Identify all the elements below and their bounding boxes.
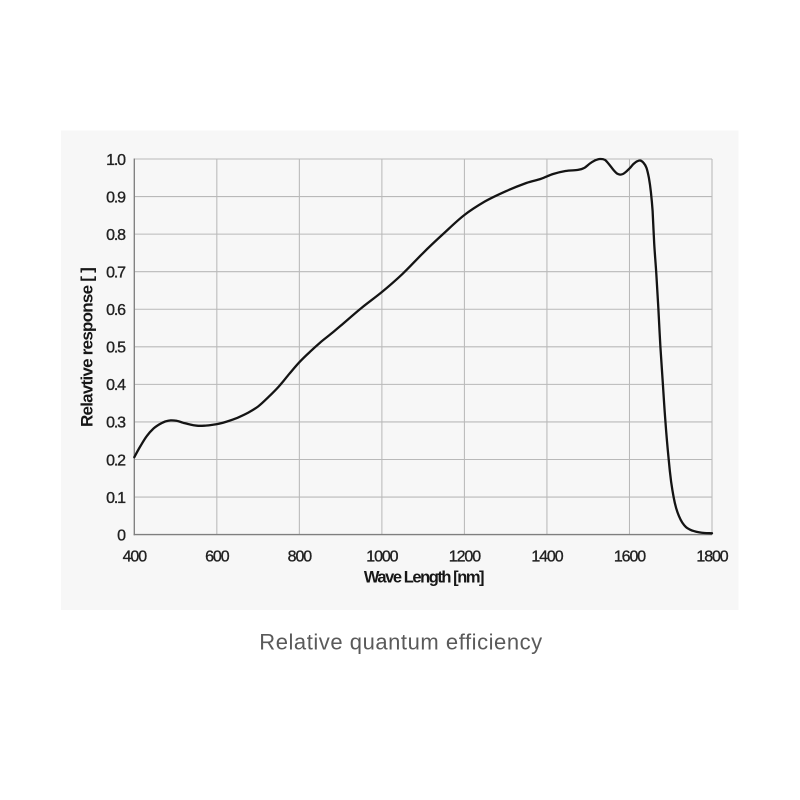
svg-text:0.6: 0.6 (106, 302, 126, 319)
svg-text:600: 600 (205, 548, 230, 565)
svg-text:400: 400 (123, 548, 148, 565)
svg-text:Relavtive response [ ]: Relavtive response [ ] (77, 268, 96, 427)
svg-text:1000: 1000 (366, 548, 398, 565)
svg-text:1800: 1800 (696, 548, 728, 565)
svg-text:0.3: 0.3 (106, 415, 126, 432)
svg-text:1200: 1200 (449, 548, 481, 565)
svg-text:1.0: 1.0 (106, 152, 126, 169)
svg-text:0.1: 0.1 (106, 490, 126, 507)
svg-text:0.8: 0.8 (106, 227, 126, 244)
svg-text:0.7: 0.7 (106, 265, 126, 282)
svg-text:800: 800 (288, 548, 313, 565)
svg-text:Relative quantum efficiency: Relative quantum efficiency (259, 630, 542, 655)
svg-text:0.2: 0.2 (106, 452, 126, 469)
svg-text:1600: 1600 (614, 548, 646, 565)
svg-text:Wave Length [nm]: Wave Length [nm] (364, 569, 484, 587)
svg-text:0.9: 0.9 (106, 189, 126, 206)
svg-text:0: 0 (117, 527, 126, 544)
svg-text:0.5: 0.5 (106, 340, 126, 357)
svg-text:1400: 1400 (531, 548, 563, 565)
svg-text:0.4: 0.4 (106, 377, 126, 394)
